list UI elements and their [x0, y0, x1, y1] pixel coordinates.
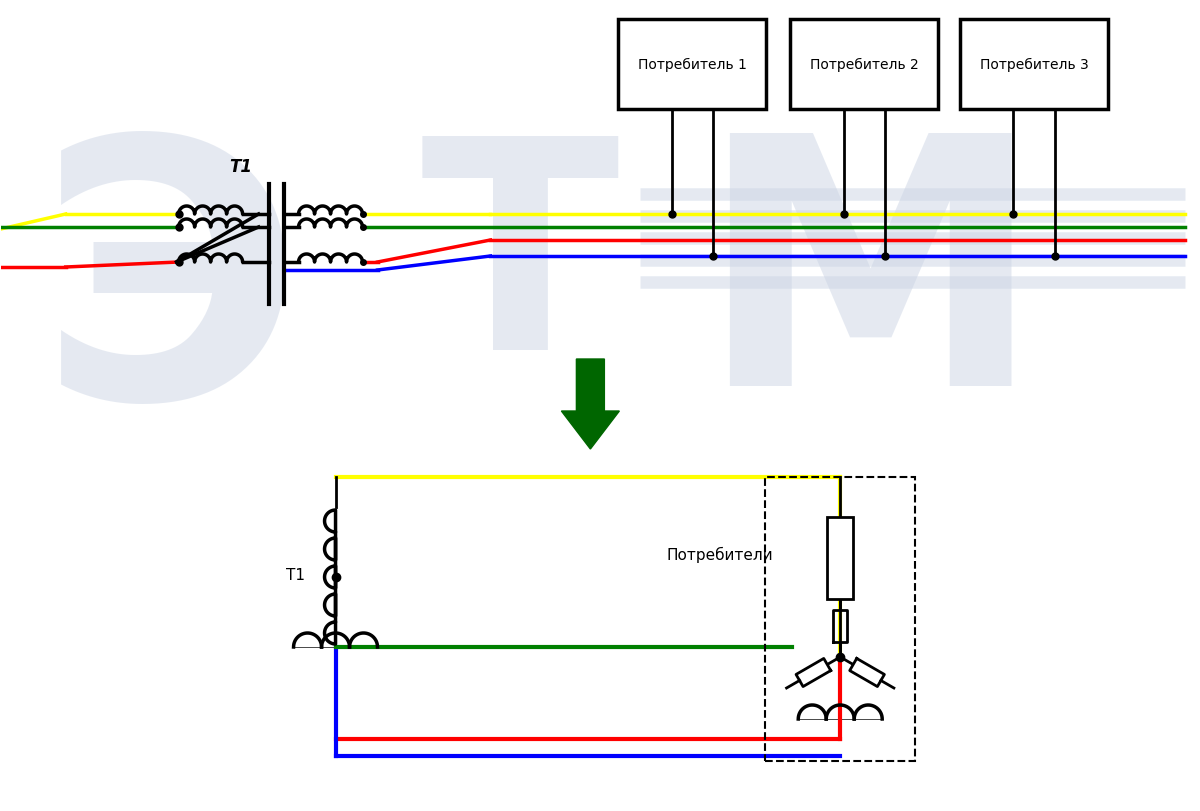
Text: М: М [697, 122, 1043, 457]
Text: Потребитель 2: Потребитель 2 [810, 58, 918, 72]
Text: Э: Э [38, 126, 304, 474]
Bar [827, 517, 853, 599]
Text: T1: T1 [229, 158, 252, 176]
Text: Потребитель 3: Потребитель 3 [979, 58, 1088, 72]
Bar [960, 20, 1108, 109]
Bar [766, 478, 916, 761]
Text: Потребитель 1: Потребитель 1 [638, 58, 746, 72]
Text: Т: Т [421, 128, 620, 411]
Bar [791, 20, 938, 109]
Text: Потребители: Потребители [667, 547, 774, 562]
FancyArrow shape [562, 359, 619, 449]
Bar [618, 20, 767, 109]
Text: T1: T1 [286, 567, 305, 581]
